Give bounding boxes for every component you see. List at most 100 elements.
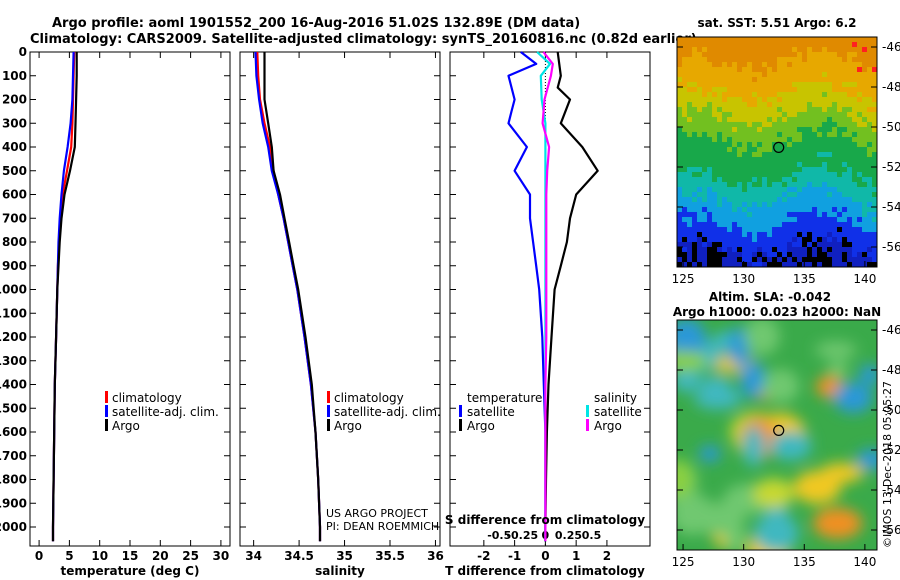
sst-cell xyxy=(822,167,827,172)
sst-cell xyxy=(817,257,822,262)
lat-tick-label: -52 xyxy=(882,160,900,174)
legend-swatch-t-satellite xyxy=(459,405,462,417)
sst-cell xyxy=(812,262,817,267)
sst-cell xyxy=(732,147,737,152)
sst-cell xyxy=(832,227,837,232)
sst-cell xyxy=(852,77,857,82)
sst-cell xyxy=(712,87,717,92)
sst-cell xyxy=(747,152,752,157)
sst-cell xyxy=(832,222,837,227)
lon-tick-label: 140 xyxy=(853,555,876,569)
sst-cell xyxy=(777,207,782,212)
sst-cell xyxy=(752,207,757,212)
sst-cell xyxy=(697,192,702,197)
sst-cell xyxy=(842,222,847,227)
sst-cell xyxy=(727,97,732,102)
sst-cell xyxy=(712,167,717,172)
sst-cell xyxy=(682,117,687,122)
sst-cell xyxy=(832,157,837,162)
sst-cell xyxy=(702,102,707,107)
sst-cell xyxy=(747,147,752,152)
sst-cell xyxy=(787,262,792,267)
sst-cell xyxy=(747,62,752,67)
sst-cell xyxy=(782,82,787,87)
sst-cell xyxy=(872,257,877,262)
sst-cell xyxy=(732,192,737,197)
sst-cell xyxy=(697,197,702,202)
sst-cell xyxy=(697,137,702,142)
sst-cell xyxy=(692,87,697,92)
sst-cell xyxy=(692,147,697,152)
sst-cell xyxy=(872,172,877,177)
sst-cell xyxy=(727,102,732,107)
sst-cell xyxy=(717,107,722,112)
sst-cell xyxy=(722,62,727,67)
sst-cell xyxy=(787,227,792,232)
sla-blob xyxy=(724,522,746,550)
sst-cell xyxy=(857,137,862,142)
sst-cell xyxy=(797,87,802,92)
sst-cell xyxy=(862,72,867,77)
sst-cell xyxy=(722,127,727,132)
sst-cell xyxy=(677,92,682,97)
sst-cell xyxy=(727,87,732,92)
sst-cell xyxy=(847,222,852,227)
sst-cell xyxy=(757,107,762,112)
sst-cell xyxy=(677,157,682,162)
sst-cell xyxy=(772,227,777,232)
sst-cell xyxy=(737,177,742,182)
sst-cell xyxy=(847,142,852,147)
sst-cell xyxy=(837,102,842,107)
sst-cell xyxy=(872,167,877,172)
sst-cell xyxy=(857,122,862,127)
sst-cell xyxy=(752,92,757,97)
sst-cell xyxy=(847,172,852,177)
sst-cell xyxy=(677,102,682,107)
lat-tick-label: -50 xyxy=(882,403,900,417)
sst-cell xyxy=(792,237,797,242)
sst-cell xyxy=(787,192,792,197)
sst-cell xyxy=(762,97,767,102)
sst-cell xyxy=(717,257,722,262)
sst-cell xyxy=(692,72,697,77)
sst-cell xyxy=(692,47,697,52)
sst-cell xyxy=(772,212,777,217)
sst-cell xyxy=(767,187,772,192)
sst-cell xyxy=(687,202,692,207)
sst-cell xyxy=(722,77,727,82)
sst-cell xyxy=(742,207,747,212)
sst-cell xyxy=(702,202,707,207)
sst-cell xyxy=(717,67,722,72)
sst-cell xyxy=(692,137,697,142)
sst-cell xyxy=(757,187,762,192)
sst-cell xyxy=(737,212,742,217)
sst-cell xyxy=(717,112,722,117)
legend-label-t-argo: Argo xyxy=(467,419,495,433)
sst-cell xyxy=(777,82,782,87)
sst-cell xyxy=(727,242,732,247)
sst-cell xyxy=(867,92,872,97)
sst-cell xyxy=(702,57,707,62)
depth-tick-label: 900 xyxy=(2,259,27,273)
sst-cell xyxy=(802,142,807,147)
sst-cell xyxy=(872,247,877,252)
sla-blob xyxy=(856,449,877,471)
sst-cell xyxy=(822,47,827,52)
sst-cell xyxy=(807,137,812,142)
sst-cell xyxy=(732,92,737,97)
sst-cell xyxy=(817,197,822,202)
sst-cell xyxy=(867,212,872,217)
sst-cell xyxy=(677,172,682,177)
sst-cell xyxy=(857,192,862,197)
sst-cell xyxy=(782,172,787,177)
sst-cell xyxy=(832,192,837,197)
s-difference-xlabel: S difference from climatology xyxy=(445,513,645,527)
sst-cell xyxy=(812,222,817,227)
sst-cell xyxy=(872,147,877,152)
sst-cell xyxy=(837,87,842,92)
sst-cell xyxy=(727,217,732,222)
sst-cell xyxy=(802,127,807,132)
sst-cell xyxy=(837,132,842,137)
sst-cell xyxy=(737,157,742,162)
sst-cell xyxy=(697,82,702,87)
